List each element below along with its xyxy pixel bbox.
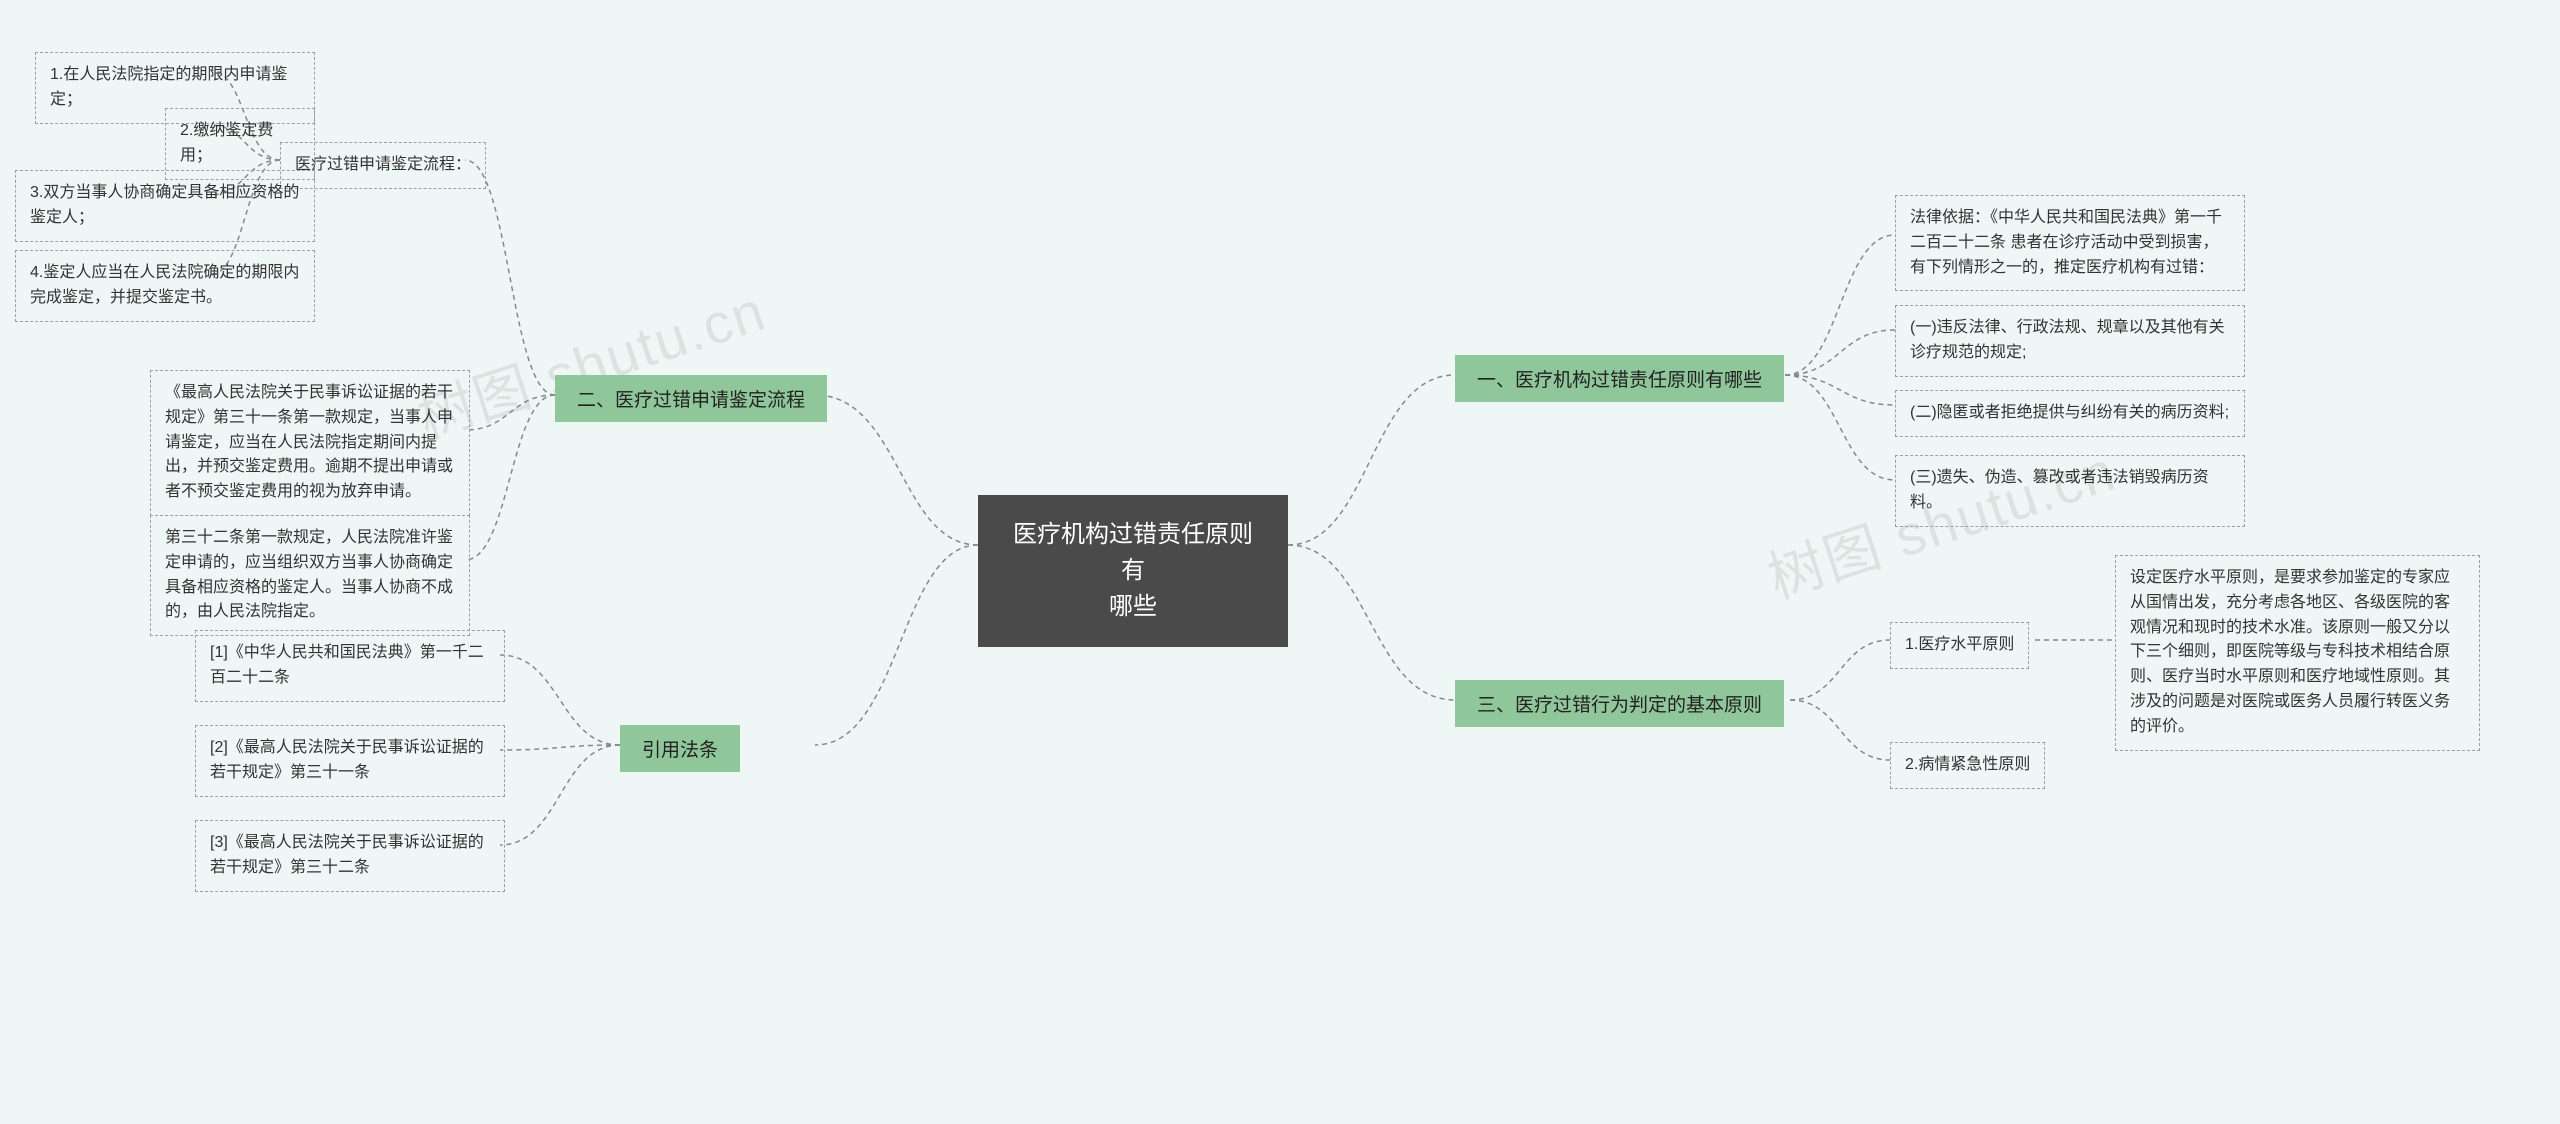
leaf-b3-n2: 2.病情紧急性原则 bbox=[1890, 742, 2045, 789]
leaf-b1-3: (二)隐匿或者拒绝提供与纠纷有关的病历资料; bbox=[1895, 390, 2245, 437]
leaf-b2-n1-c2: 2.缴纳鉴定费用； bbox=[165, 108, 315, 180]
root-title-line2: 哪些 bbox=[1109, 593, 1157, 620]
leaf-b1-4: (三)遗失、伪造、篡改或者违法销毁病历资料。 bbox=[1895, 455, 2245, 527]
leaf-b3-n1: 1.医疗水平原则 bbox=[1890, 622, 2029, 669]
branch-4: 引用法条 bbox=[620, 725, 740, 772]
root-title-line1: 医疗机构过错责任原则有 bbox=[1013, 521, 1253, 584]
leaf-b4-2: [2]《最高人民法院关于民事诉讼证据的若干规定》第三十一条 bbox=[195, 725, 505, 797]
leaf-b2-n3: 第三十二条第一款规定，人民法院准许鉴定申请的，应当组织双方当事人协商确定具备相应… bbox=[150, 515, 470, 636]
leaf-b4-3: [3]《最高人民法院关于民事诉讼证据的若干规定》第三十二条 bbox=[195, 820, 505, 892]
leaf-b2-n1-c4: 4.鉴定人应当在人民法院确定的期限内完成鉴定，并提交鉴定书。 bbox=[15, 250, 315, 322]
mindmap-root: 医疗机构过错责任原则有 哪些 bbox=[978, 495, 1288, 647]
leaf-b2-n2: 《最高人民法院关于民事诉讼证据的若干规定》第三十一条第一款规定，当事人申请鉴定，… bbox=[150, 370, 470, 516]
leaf-b3-n1-c1: 设定医疗水平原则，是要求参加鉴定的专家应从国情出发，充分考虑各地区、各级医院的客… bbox=[2115, 555, 2480, 751]
leaf-b2-n1-c3: 3.双方当事人协商确定具备相应资格的鉴定人； bbox=[15, 170, 315, 242]
leaf-b4-1: [1]《中华人民共和国民法典》第一千二百二十二条 bbox=[195, 630, 505, 702]
branch-2: 二、医疗过错申请鉴定流程 bbox=[555, 375, 827, 422]
leaf-b1-2: (一)违反法律、行政法规、规章以及其他有关诊疗规范的规定; bbox=[1895, 305, 2245, 377]
branch-3: 三、医疗过错行为判定的基本原则 bbox=[1455, 680, 1784, 727]
branch-1: 一、医疗机构过错责任原则有哪些 bbox=[1455, 355, 1784, 402]
leaf-b1-1: 法律依据：《中华人民共和国民法典》第一千二百二十二条 患者在诊疗活动中受到损害，… bbox=[1895, 195, 2245, 291]
